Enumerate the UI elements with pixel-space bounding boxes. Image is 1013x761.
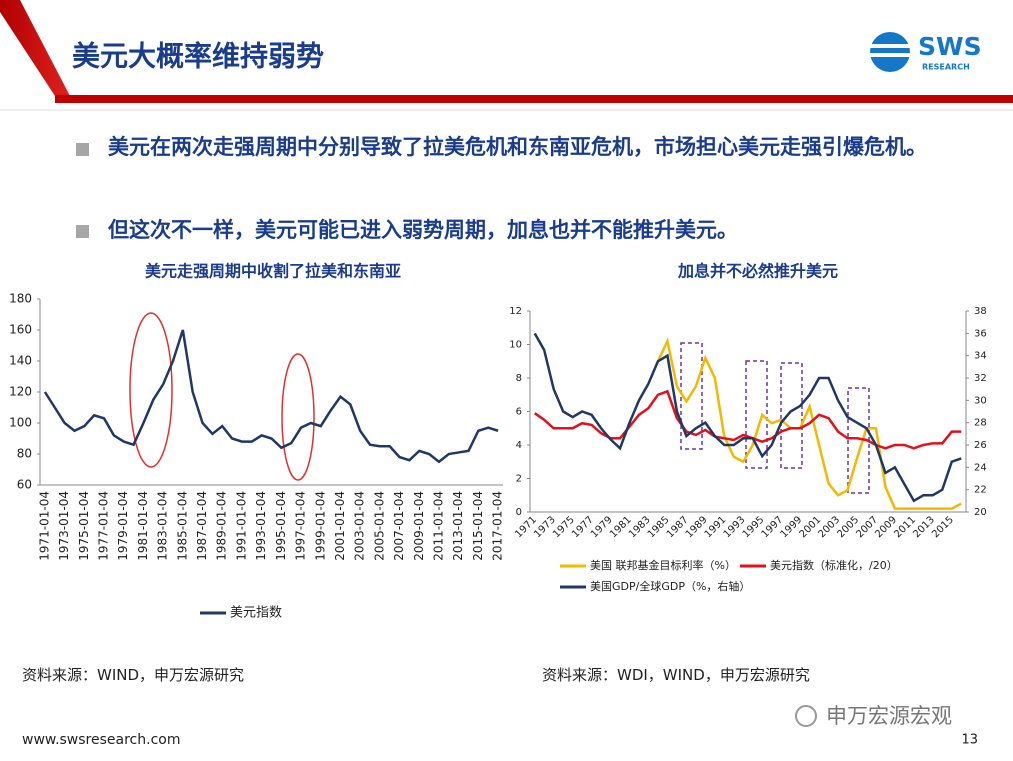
y2-tick-label: 32 [974, 373, 987, 384]
legend-label: 美元指数 [230, 606, 282, 621]
y-tick-label: 160 [9, 323, 32, 337]
series-line [534, 389, 962, 450]
page-number: 13 [961, 733, 978, 748]
y-tick-label: 120 [9, 385, 32, 399]
y2-tick-label: 38 [974, 306, 987, 317]
y2-tick-label: 30 [974, 395, 987, 406]
y-tick-label: 12 [509, 306, 522, 317]
x-tick-label: 2013-01-04 [451, 491, 465, 561]
source: 资料来源：WIND，申万宏源研究 [22, 666, 245, 684]
highlight-ellipse [281, 353, 315, 481]
y2-tick-label: 26 [974, 440, 987, 451]
x-tick-label: 1979-01-04 [116, 491, 130, 561]
watermark: 申万宏源宏观 [826, 704, 952, 728]
logo: SWS RESEARCH [870, 32, 982, 72]
y-tick-label: 6 [516, 407, 522, 418]
y2-tick-label: 36 [974, 328, 987, 339]
y2-tick-label: 20 [974, 507, 987, 518]
y2-tick-label: 28 [974, 418, 987, 429]
series-line [533, 332, 962, 503]
x-tick-label: 1993-01-04 [254, 491, 268, 561]
x-tick-label: 1987-01-04 [195, 491, 209, 561]
x-tick-label: 2015 [930, 514, 956, 540]
x-tick-label: 1991-01-04 [234, 491, 248, 561]
legend-label: 美国 联邦基金目标利率（%） [590, 558, 736, 572]
y-tick-label: 180 [9, 292, 32, 306]
x-tick-label: 2017-01-04 [491, 491, 505, 561]
footer-url: www.swsresearch.com [22, 732, 180, 748]
chart-title: 加息并不必然推升美元 [677, 262, 838, 281]
y-tick-label: 80 [17, 447, 32, 461]
watermark-icon [795, 705, 817, 727]
x-tick-label: 1985-01-04 [175, 491, 189, 561]
y-tick-label: 0 [516, 507, 522, 518]
y-tick-label: 140 [9, 354, 32, 368]
chart-title: 美元走强周期中收割了拉美和东南亚 [145, 262, 401, 281]
header-bar [55, 95, 1013, 103]
legend-label: 美元指数（标准化，/20） [770, 558, 898, 572]
x-tick-label: 1999-01-04 [313, 491, 327, 561]
y-tick-label: 10 [509, 340, 522, 351]
y2-tick-label: 34 [974, 351, 987, 362]
series-line [656, 337, 962, 510]
y-tick-label: 8 [516, 373, 522, 384]
x-tick-label: 2003-01-04 [353, 491, 367, 561]
x-tick-label: 2009-01-04 [412, 491, 426, 561]
x-tick-label: 2007-01-04 [392, 491, 406, 561]
highlight-ellipse [129, 312, 173, 468]
logo-text: SWS [918, 32, 982, 61]
x-tick-label: 1989-01-04 [215, 491, 229, 561]
x-tick-label: 1995-01-04 [274, 491, 288, 561]
x-tick-label: 1971-01-04 [37, 491, 51, 561]
x-tick-label: 2015-01-04 [471, 491, 485, 561]
bullet: 美元在两次走强周期中分别导致了拉美危机和东南亚危机，市场担心美元走强引爆危机。 [108, 135, 927, 159]
bullet-marker [76, 143, 89, 156]
y-tick-label: 100 [9, 416, 32, 430]
y-tick-label: 4 [516, 440, 522, 451]
x-tick-label: 2005-01-04 [372, 491, 386, 561]
source: 资料来源：WDI，WIND，申万宏源研究 [542, 666, 810, 684]
y2-tick-label: 24 [974, 462, 987, 473]
x-tick-label: 2011-01-04 [431, 491, 445, 561]
y2-tick-label: 22 [974, 485, 987, 496]
slide-title: 美元大概率维持弱势 [72, 40, 324, 73]
x-tick-label: 2001-01-04 [333, 491, 347, 561]
series-line [43, 329, 499, 464]
x-tick-label: 1977-01-04 [97, 491, 111, 561]
bullet: 但这次不一样，美元可能已进入弱势周期，加息也并不能推升美元。 [108, 218, 738, 242]
x-tick-label: 1975-01-04 [77, 491, 91, 561]
logo-sub: RESEARCH [922, 63, 970, 72]
y-tick-label: 60 [17, 478, 32, 492]
x-tick-label: 1997-01-04 [294, 491, 308, 561]
x-tick-label: 1983-01-04 [156, 491, 170, 561]
x-tick-label: 1973-01-04 [57, 491, 71, 561]
bullet-marker [76, 225, 89, 238]
header-wedge [0, 0, 70, 96]
x-tick-label: 1981-01-04 [136, 491, 150, 561]
y-tick-label: 2 [516, 474, 522, 485]
legend-label: 美国GDP/全球GDP（%，右轴） [590, 579, 750, 593]
